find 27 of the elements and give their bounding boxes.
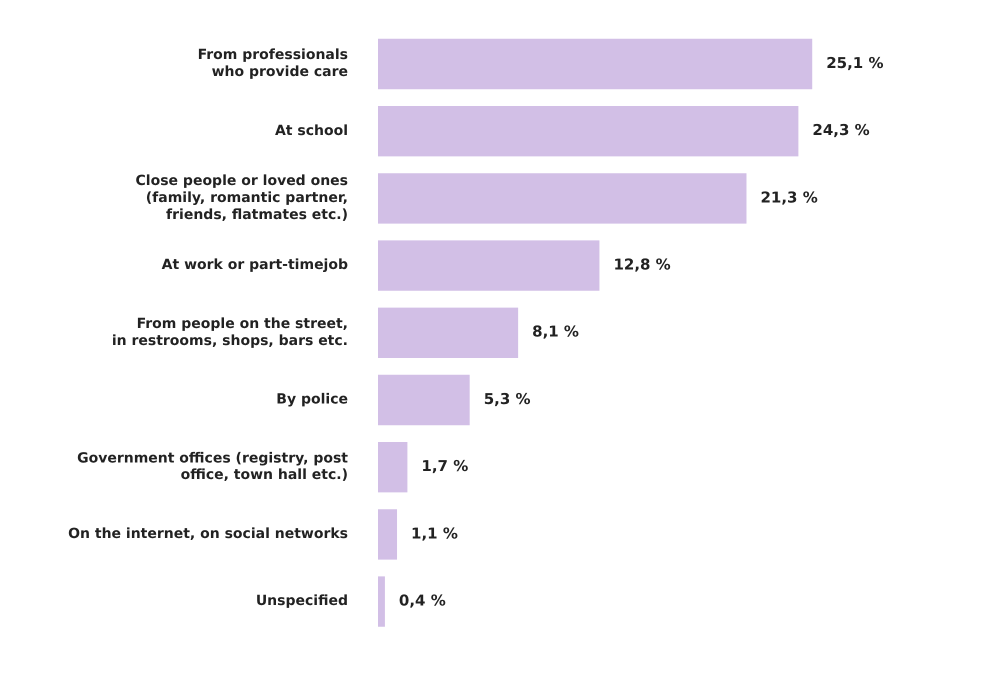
data-label: 1,1 % bbox=[411, 524, 458, 542]
data-label: 24,3 % bbox=[812, 121, 870, 140]
data-label: 0,4 % bbox=[398, 591, 446, 610]
data-label: 21,3 % bbox=[760, 188, 818, 206]
y-tick-label: Close people or loved ones (family, romantic partner, friends, flatmates etc.) bbox=[136, 173, 348, 223]
bar bbox=[378, 308, 518, 358]
y-tick-label: Unspecified bbox=[256, 593, 348, 610]
data-label: 12,8 % bbox=[613, 255, 671, 274]
y-tick-label: From professionals who provide care bbox=[198, 47, 348, 80]
y-tick-label: On the internet, on social networks bbox=[68, 526, 348, 542]
data-label: 5,3 % bbox=[484, 390, 531, 408]
y-tick-label: By police bbox=[276, 392, 348, 408]
bar bbox=[378, 374, 470, 426]
bar bbox=[378, 173, 746, 224]
bar bbox=[378, 442, 408, 492]
data-label: 1,7 % bbox=[421, 457, 468, 476]
y-tick-label: Government offices (registry, post office, town hall etc.) bbox=[77, 450, 348, 484]
bar bbox=[378, 509, 398, 560]
y-tick-label: From people on the street, in restrooms, shops, bars etc. bbox=[112, 316, 348, 349]
y-tick-label: At school bbox=[274, 122, 348, 139]
bar bbox=[378, 106, 798, 156]
data-label: 8,1 % bbox=[532, 322, 579, 341]
bar bbox=[378, 240, 600, 291]
y-tick-label: At work or part-timejob bbox=[162, 257, 348, 274]
data-label: 25,1 % bbox=[826, 54, 884, 72]
bar bbox=[378, 576, 385, 627]
bar bbox=[378, 38, 812, 90]
